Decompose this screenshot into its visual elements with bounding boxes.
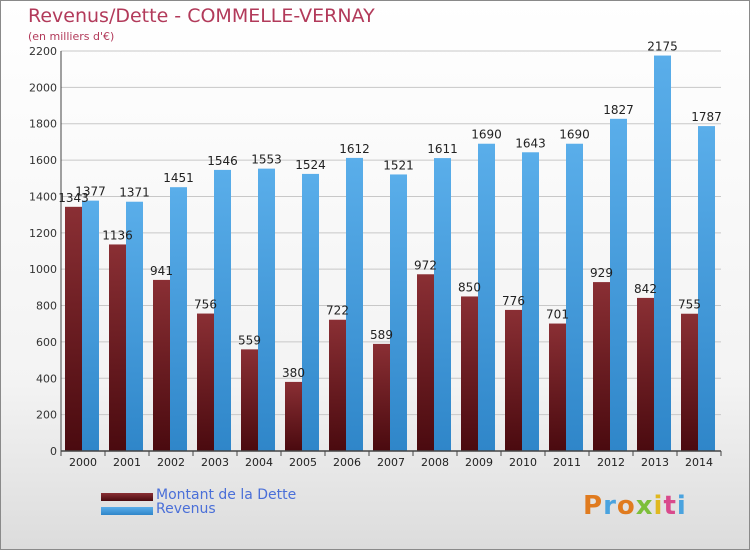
- data-label-dette: 941: [150, 264, 173, 278]
- bar-dette: [329, 319, 346, 451]
- legend-label-dette: Montant de la Dette: [156, 487, 297, 503]
- x-tick-label: 2004: [245, 456, 273, 469]
- data-label-dette: 929: [590, 266, 613, 280]
- y-tick-label: 2000: [29, 81, 57, 94]
- data-label-dette: 1343: [58, 191, 89, 205]
- x-axis: 2000 2001 2002 2003 2004 2005 2006 2007 2008 2009…: [60, 450, 722, 469]
- y-tick-label: 1000: [29, 263, 57, 276]
- bar-dette: [637, 297, 654, 451]
- data-label-revenus: 1787: [691, 110, 722, 124]
- data-label-revenus: 1553: [251, 153, 282, 167]
- data-label-dette: 722: [326, 304, 349, 318]
- bar-revenus: [214, 169, 231, 451]
- bar-revenus: [610, 118, 627, 452]
- proxiti-logo: Proxiti: [583, 491, 687, 521]
- bar-revenus: [258, 168, 275, 452]
- data-label-revenus: 1451: [163, 171, 194, 185]
- legend-label-revenus: Revenus: [156, 501, 216, 517]
- x-tick-label: 2001: [113, 456, 141, 469]
- bar-dette: [373, 343, 390, 451]
- data-label-revenus: 1612: [339, 142, 370, 156]
- data-label-dette: 776: [502, 294, 525, 308]
- y-tick-label: 200: [36, 409, 57, 422]
- bar-dette: [285, 381, 302, 451]
- x-tick-label: 2003: [201, 456, 229, 469]
- bar-dette: [505, 309, 522, 451]
- bar-dette: [549, 323, 566, 451]
- data-label-revenus: 1690: [471, 128, 502, 142]
- x-tick-label: 2012: [597, 456, 625, 469]
- data-label-revenus: 1690: [559, 128, 590, 142]
- data-label-dette: 559: [238, 333, 261, 347]
- y-tick-label: 800: [36, 300, 57, 313]
- y-tick-label: 400: [36, 372, 57, 385]
- bar-dette: [461, 296, 478, 451]
- data-label-revenus: 1611: [427, 142, 458, 156]
- data-label-revenus: 1371: [119, 186, 150, 200]
- bar-revenus: [654, 55, 671, 451]
- x-tick-label: 2013: [641, 456, 669, 469]
- bar-dette: [153, 279, 170, 451]
- x-tick-label: 2014: [685, 456, 713, 469]
- bar-dette: [593, 282, 610, 451]
- data-label-dette: 589: [370, 328, 393, 342]
- bar-revenus: [302, 173, 319, 451]
- data-label-revenus: 1521: [383, 158, 414, 172]
- y-tick-label: 1400: [29, 190, 57, 203]
- y-tick-label: 0: [50, 445, 57, 458]
- x-tick-label: 2011: [553, 456, 581, 469]
- y-axis: 0 200 400 600 800 1000 1200 1400 1600 1800 2000 220…: [29, 45, 62, 458]
- data-label-revenus: 1377: [75, 185, 106, 199]
- x-tick-label: 2007: [377, 456, 405, 469]
- bar-revenus: [698, 126, 715, 451]
- bar-dette: [109, 244, 126, 451]
- y-tick-label: 1600: [29, 154, 57, 167]
- data-label-dette: 842: [634, 282, 657, 296]
- x-tick-label: 2008: [421, 456, 449, 469]
- x-tick-label: 2009: [465, 456, 493, 469]
- bar-dette: [197, 313, 214, 451]
- data-label-dette: 972: [414, 258, 437, 272]
- data-label-revenus: 1524: [295, 158, 326, 172]
- y-tick-label: 2200: [29, 45, 57, 58]
- x-tick-label: 2000: [69, 456, 97, 469]
- y-tick-label: 1800: [29, 118, 57, 131]
- data-label-revenus: 1827: [603, 103, 634, 117]
- x-tick-label: 2005: [289, 456, 317, 469]
- bar-revenus: [82, 200, 99, 451]
- bar-revenus: [522, 152, 539, 452]
- data-label-revenus: 1643: [515, 136, 546, 150]
- y-tick-label: 600: [36, 336, 57, 349]
- data-label-dette: 1136: [102, 228, 133, 242]
- legend-swatch-dette: [101, 493, 153, 501]
- bar-dette: [241, 349, 258, 451]
- data-label-dette: 755: [678, 298, 701, 312]
- chart-title: Revenus/Dette - COMMELLE-VERNAY: [28, 5, 375, 27]
- data-label-dette: 850: [458, 280, 481, 294]
- bar-revenus: [566, 143, 583, 451]
- data-label-dette: 701: [546, 308, 569, 322]
- x-tick-label: 2002: [157, 456, 185, 469]
- bar-dette: [681, 313, 698, 451]
- data-label-revenus: 1546: [207, 154, 238, 168]
- bar-revenus: [346, 157, 363, 451]
- x-tick-label: 2006: [333, 456, 361, 469]
- data-label-dette: 380: [282, 366, 305, 380]
- data-label-revenus: 2175: [647, 40, 678, 54]
- x-tick-label: 2010: [509, 456, 537, 469]
- legend-swatch-revenus: [101, 507, 153, 515]
- chart-subtitle: (en milliers d'€): [28, 30, 115, 43]
- bar-revenus: [478, 143, 495, 451]
- bar-revenus: [390, 174, 407, 452]
- bar-revenus: [170, 187, 187, 451]
- bar-dette: [417, 274, 434, 451]
- bar-dette: [65, 206, 82, 451]
- data-label-dette: 756: [194, 298, 217, 312]
- bar-revenus: [434, 158, 451, 451]
- y-tick-label: 1200: [29, 227, 57, 240]
- bar-revenus: [126, 201, 143, 451]
